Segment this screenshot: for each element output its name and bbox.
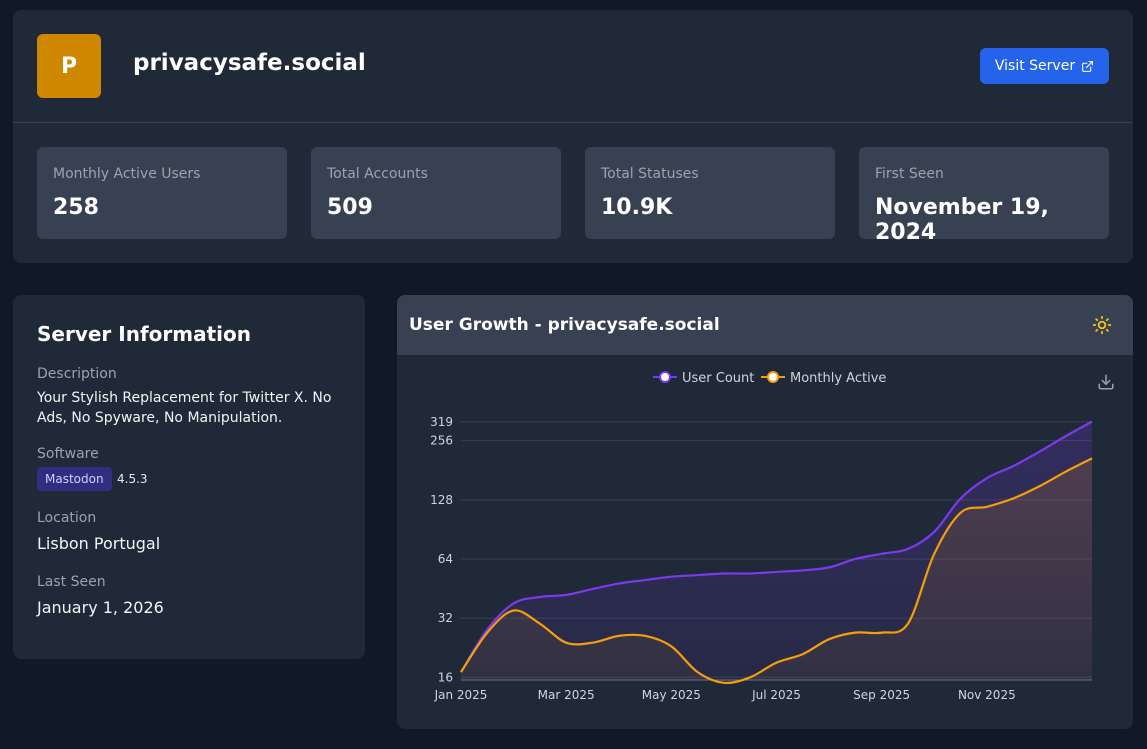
x-tick-label: Jul 2025 xyxy=(751,688,801,702)
y-tick-label: 64 xyxy=(438,552,453,566)
user-growth-chart: 16 32 64 128 256 319 Jan 2025 Mar 2025 May 2025 J… xyxy=(430,371,1093,702)
stat-label: Total Statuses xyxy=(601,166,699,182)
description-label: Description xyxy=(37,366,117,382)
server-name: privacysafe.social xyxy=(133,50,366,76)
stat-label: Monthly Active Users xyxy=(53,166,201,182)
visit-server-label: Visit Server xyxy=(994,58,1076,74)
x-tick-label: Jan 2025 xyxy=(434,688,488,702)
y-tick-label: 32 xyxy=(438,611,453,625)
legend-label: Monthly Active xyxy=(790,371,886,386)
stat-value: 509 xyxy=(327,195,373,220)
download-icon[interactable] xyxy=(1097,373,1115,391)
visit-server-button[interactable]: Visit Server xyxy=(980,48,1109,84)
description-text: Your Stylish Replacement for Twitter X. … xyxy=(37,390,332,426)
stat-value: 258 xyxy=(53,195,99,220)
user-growth-chart-card: User Growth - privacysafe.social 16 32 64 1… xyxy=(397,295,1133,729)
stat-value: November 19, 2024 xyxy=(875,195,1049,245)
stat-monthly-active-users: Monthly Active Users 258 xyxy=(37,147,287,239)
x-tick-label: May 2025 xyxy=(642,688,701,702)
y-tick-label: 256 xyxy=(430,434,453,448)
legend-marker xyxy=(659,371,671,383)
location-value: Lisbon Portugal xyxy=(37,534,161,553)
legend-marker xyxy=(767,371,779,383)
external-link-icon xyxy=(1082,60,1094,72)
stat-first-seen: First Seen November 19, 2024 xyxy=(859,147,1109,245)
server-header-card: P privacysafe.social Visit Server Monthl… xyxy=(13,10,1133,263)
chart-title: User Growth - privacysafe.social xyxy=(409,315,720,335)
stat-value: 10.9K xyxy=(601,195,673,220)
software-version: 4.5.3 xyxy=(117,472,148,486)
series-line-1 xyxy=(460,457,1093,685)
series-area-1 xyxy=(461,458,1092,683)
stat-total-accounts: Total Accounts 509 xyxy=(311,147,561,239)
location-label: Location xyxy=(37,510,97,526)
series-line-0 xyxy=(460,420,1093,673)
x-tick-label: Sep 2025 xyxy=(853,688,910,702)
server-information-title: Server Information xyxy=(37,322,251,346)
x-tick-label: Nov 2025 xyxy=(958,688,1016,702)
y-tick-label: 16 xyxy=(438,670,453,684)
stat-label: Total Accounts xyxy=(327,166,428,182)
header-divider xyxy=(13,122,1133,123)
y-tick-label: 128 xyxy=(430,493,453,507)
server-avatar: P xyxy=(37,34,101,98)
software-badge: Mastodon xyxy=(37,467,112,491)
y-tick-label: 319 xyxy=(430,415,453,429)
stat-label: First Seen xyxy=(875,166,944,182)
legend-label: User Count xyxy=(682,371,754,386)
server-information-card: Server Information Description Your Styl… xyxy=(13,295,365,659)
chart-header: User Growth - privacysafe.social xyxy=(397,295,1133,355)
sun-icon[interactable] xyxy=(1092,315,1112,335)
last-seen-value: January 1, 2026 xyxy=(37,598,164,617)
stat-total-statuses: Total Statuses 10.9K xyxy=(585,147,835,239)
last-seen-label: Last Seen xyxy=(37,574,106,590)
software-label: Software xyxy=(37,446,99,462)
x-tick-label: Mar 2025 xyxy=(538,688,595,702)
